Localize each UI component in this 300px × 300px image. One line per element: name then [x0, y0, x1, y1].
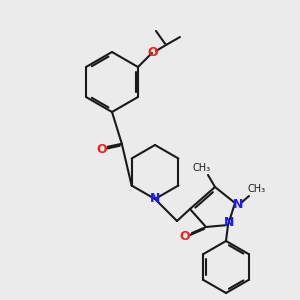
Text: N: N	[233, 197, 243, 211]
Text: O: O	[97, 143, 107, 156]
Text: N: N	[150, 193, 160, 206]
Text: CH₃: CH₃	[193, 163, 211, 173]
Text: O: O	[148, 46, 158, 59]
Text: CH₃: CH₃	[248, 184, 266, 194]
Text: O: O	[180, 230, 190, 244]
Text: N: N	[224, 217, 234, 230]
